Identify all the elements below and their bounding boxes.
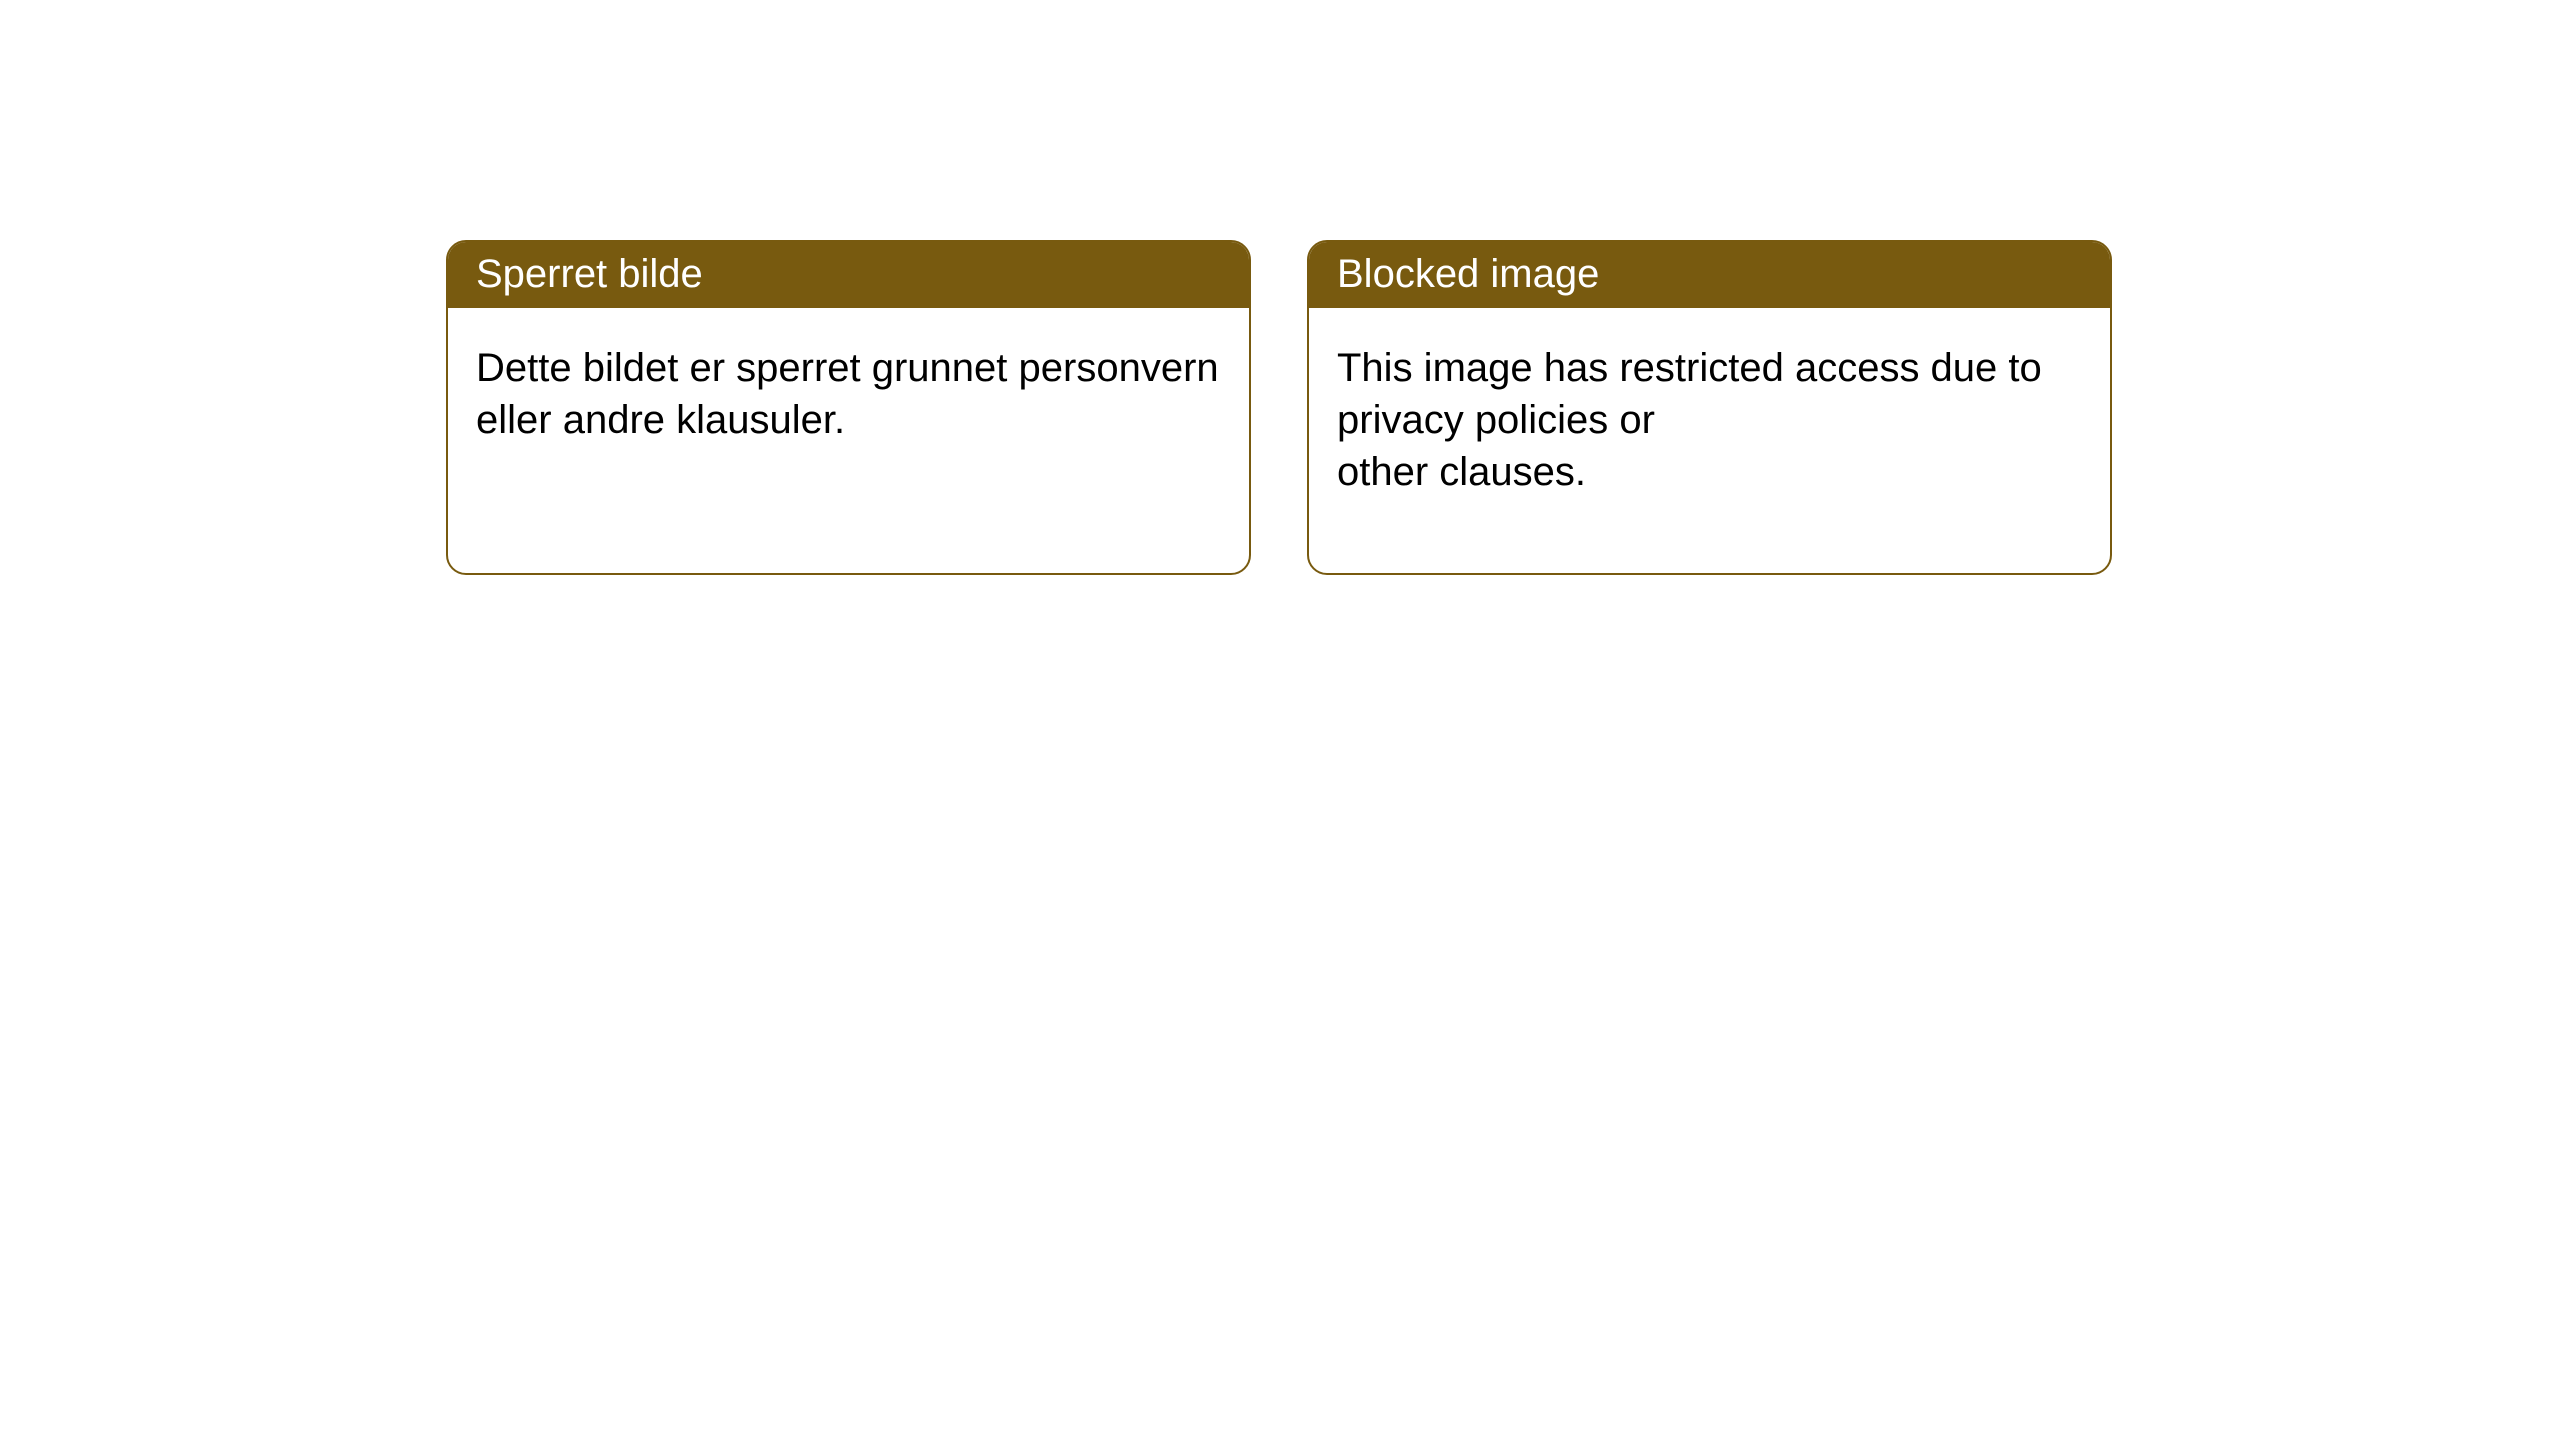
card-body-text: This image has restricted access due to …: [1309, 308, 2110, 573]
card-body-text: Dette bildet er sperret grunnet personve…: [448, 308, 1249, 573]
notice-card-norwegian: Sperret bilde Dette bildet er sperret gr…: [446, 240, 1251, 575]
card-header: Sperret bilde: [448, 242, 1249, 308]
notice-container: Sperret bilde Dette bildet er sperret gr…: [446, 240, 2112, 575]
notice-card-english: Blocked image This image has restricted …: [1307, 240, 2112, 575]
card-header: Blocked image: [1309, 242, 2110, 308]
